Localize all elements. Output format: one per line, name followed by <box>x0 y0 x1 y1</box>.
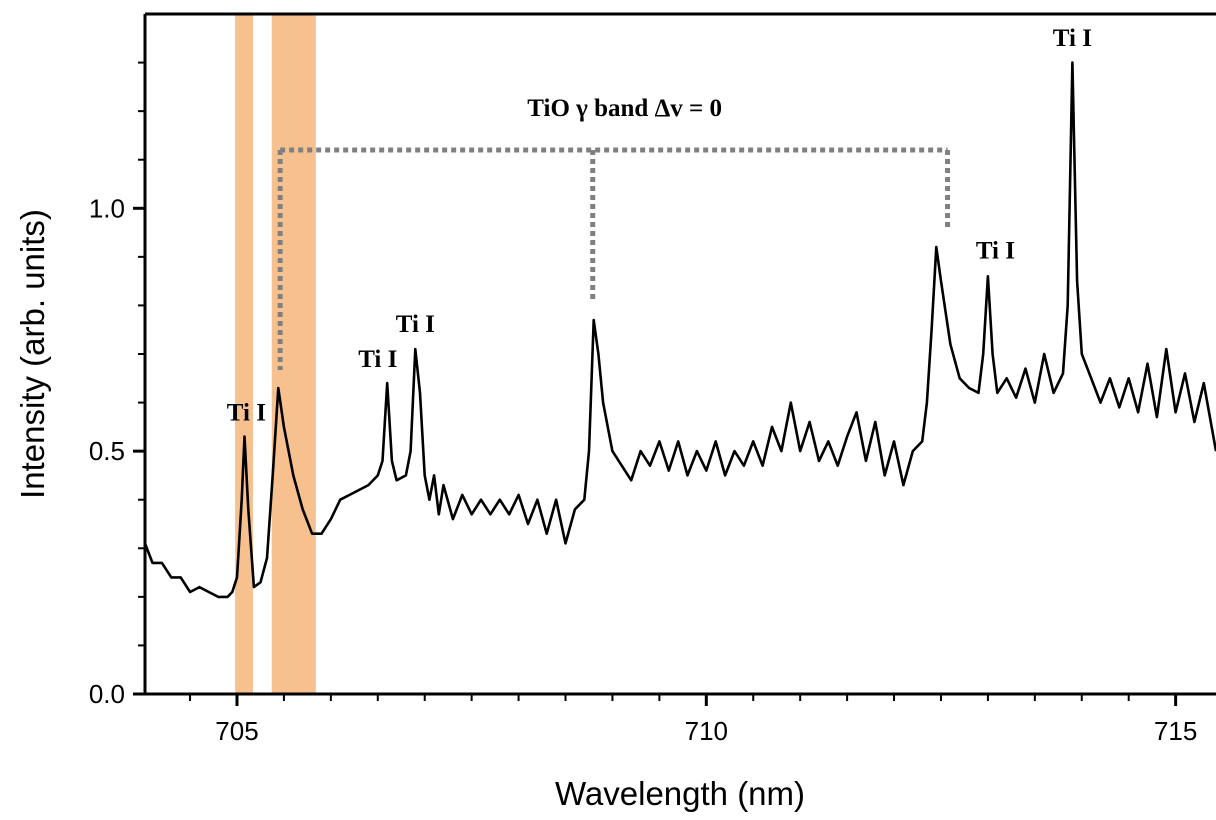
x-tick-label: 710 <box>685 716 728 746</box>
highlight-span <box>271 14 316 694</box>
highlight-span <box>235 14 253 694</box>
spectrum-line <box>143 61 1216 599</box>
annotation: Ti I <box>227 399 266 426</box>
annotation: Ti I <box>976 238 1015 265</box>
annotation: Ti I <box>1053 25 1092 52</box>
annotation: Ti I <box>358 346 397 373</box>
annotation: TiO γ band Δv = 0 <box>527 95 722 122</box>
y-tick-label: 0.0 <box>89 679 125 709</box>
x-tick-label: 705 <box>215 716 258 746</box>
y-tick-label: 0.5 <box>89 436 125 466</box>
x-axis-title: Wavelength (nm) <box>555 775 805 812</box>
x-tick-label: 715 <box>1154 716 1197 746</box>
y-tick-label: 1.0 <box>89 193 125 223</box>
annotation: Ti I <box>396 311 435 338</box>
y-axis-title: Intensity (arb. units) <box>14 209 51 499</box>
